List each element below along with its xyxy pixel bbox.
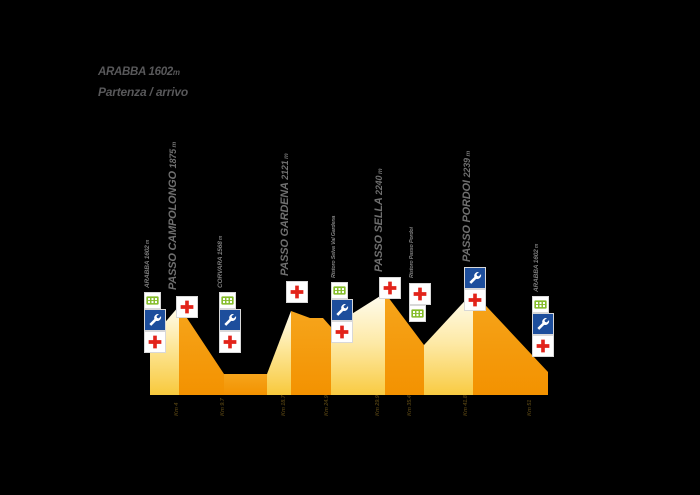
poi-label-corvara: CORVARA 1568 m [217,236,224,288]
km-marker-7: Km 51 [527,399,533,416]
descent-segment-3 [385,293,424,395]
medical-icon [331,321,353,343]
poi-name: PASSO CAMPOLONGO [167,171,179,290]
medical-icon [464,289,486,311]
medical-icon [286,281,308,303]
poi-name: ARABBA [533,264,540,292]
start-finish-unit: m [172,68,180,77]
poi-altitude: 1602 [144,245,151,260]
poi-name: Ristoro Selva Val Gardena [331,215,337,278]
poi-altitude: 2239 [462,158,472,178]
poi-name: Ristoro Passo Pordoi [409,227,415,278]
feed-icon [331,282,348,299]
start-finish-subtitle: Partenza / arrivo [98,85,188,99]
poi-label-arabba-finish: ARABBA 1602 m [533,244,540,292]
km-marker-1: Km 9.7 [220,398,226,416]
feed-icon [409,305,426,322]
poi-unit: m [145,239,151,246]
poi-altitude: 2121 [280,160,290,180]
km-marker-5: Km 35.4 [407,395,413,416]
km-marker-2: Km 18.7 [281,395,287,416]
mechanic-icon [532,313,554,335]
medical-icon [379,277,401,299]
poi-name: PASSO PORDOI [461,180,473,262]
poi-altitude: 1602 [533,249,540,264]
km-marker-3: Km 24.9 [324,395,330,416]
medical-icon [409,283,431,305]
start-finish-title: ARABBA 1602m [98,66,358,79]
feed-icon [532,296,549,313]
poi-badges-passo-pordoi [464,267,486,311]
poi-name: PASSO SELLA [373,197,385,272]
poi-label-selva-val-gardena: Ristoro Selva Val Gardena [331,216,337,278]
poi-unit: m [534,243,540,250]
poi-badges-corvara [219,292,241,353]
poi-altitude: 2240 [374,175,384,195]
mechanic-icon [331,299,353,321]
mechanic-icon [464,267,486,289]
km-marker-4: Km 29.9 [375,395,381,416]
climb-segment-2 [267,311,291,395]
poi-unit: m [377,168,384,176]
poi-label-ristoro-canazei: Ristoro Passo Pordoi [409,227,415,278]
poi-altitude: 1875 [168,149,178,169]
poi-unit: m [171,141,178,150]
poi-badges-arabba-start [144,292,166,353]
descent-segment-2 [291,311,331,395]
medical-icon [144,331,166,353]
poi-name: CORVARA [217,256,224,288]
poi-unit: m [465,150,472,159]
mechanic-icon [144,309,166,331]
medical-icon [176,296,198,318]
poi-unit: m [283,153,290,161]
poi-name: ARABBA [144,260,151,288]
poi-unit: m [218,235,224,242]
medical-icon [532,335,554,357]
poi-label-passo-campolongo: PASSO CAMPOLONGO 1875 m [167,142,179,290]
feed-icon [219,292,236,309]
page-title: ARABBA 1602m Partenza / arrivo [98,66,358,99]
valley-segment-1 [224,374,267,395]
medical-icon [219,331,241,353]
poi-name: PASSO GARDENA [279,182,291,276]
poi-label-passo-pordoi: PASSO PORDOI 2239 m [461,151,473,262]
poi-label-passo-gardena: PASSO GARDENA 2121 m [279,153,291,276]
poi-badges-passo-campolongo [176,296,198,318]
feed-icon [144,292,161,309]
km-marker-6: Km 41.8 [463,395,469,416]
poi-badges-passo-sella [379,277,401,299]
poi-label-arabba-start: ARABBA 1602 m [144,240,151,288]
mechanic-icon [219,309,241,331]
start-finish-name: ARABBA [98,66,146,78]
climb-segment-4 [424,292,473,395]
poi-label-passo-sella: PASSO SELLA 2240 m [373,169,385,272]
poi-badges-arabba-finish [532,296,554,357]
poi-badges-selva-val-gardena [331,282,353,343]
descent-segment-1 [179,306,224,395]
poi-altitude: 1568 [217,241,224,256]
poi-badges-passo-gardena [286,281,308,303]
descent-segment-4 [473,292,548,395]
km-marker-0: Km 4 [174,402,180,416]
start-finish-altitude: 1602 [148,66,174,78]
poi-badges-ristoro-canazei [409,283,431,322]
